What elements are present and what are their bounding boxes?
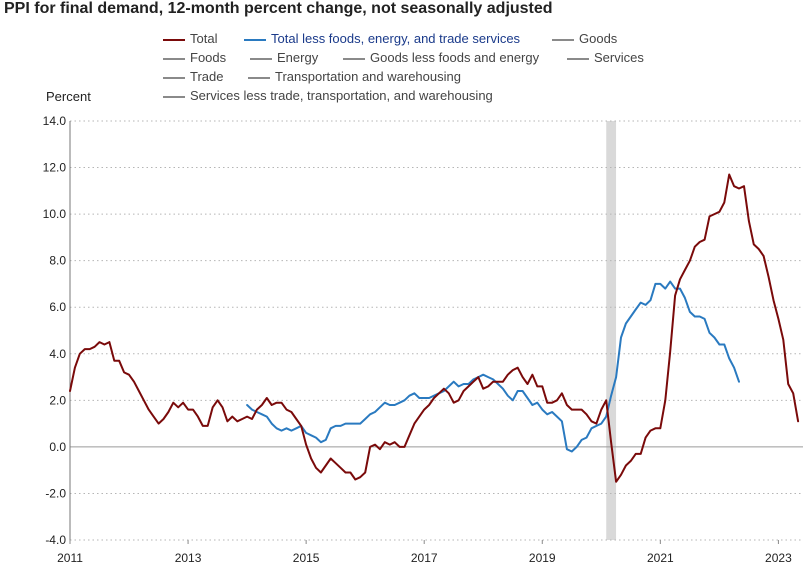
x-tick-label: 2013 (175, 551, 202, 565)
x-tick-label: 2017 (411, 551, 438, 565)
legend-label: Total less foods, energy, and trade serv… (271, 31, 521, 46)
y-tick-label: 6.0 (49, 300, 66, 314)
legend-swatch-core (244, 39, 266, 41)
legend-label: Total (190, 31, 218, 46)
legend-label: Goods (579, 31, 618, 46)
legend-label: Services (594, 50, 644, 65)
legend-swatch-services (567, 58, 589, 60)
y-tick-label: 8.0 (49, 254, 66, 268)
series-line-total-less-foods-energy-and-trade-services (246, 280, 740, 453)
legend-swatch-transportation (248, 77, 270, 79)
legend-label: Foods (190, 50, 227, 65)
y-tick-label: -2.0 (45, 486, 66, 500)
legend: Total Total less foods, energy, and trad… (0, 0, 807, 110)
legend-swatch-goods-less (343, 58, 365, 60)
recession-band (606, 121, 617, 540)
series-line-total (69, 173, 800, 483)
legend-label: Transportation and warehousing (275, 69, 461, 84)
legend-swatch-goods (552, 39, 574, 41)
x-tick-label: 2021 (647, 551, 674, 565)
legend-label: Trade (190, 69, 224, 84)
y-tick-label: 4.0 (49, 347, 66, 361)
x-tick-label: 2023 (765, 551, 792, 565)
y-tick-label: 10.0 (43, 207, 67, 221)
y-tick-label: 14.0 (43, 114, 67, 128)
legend-swatch-energy (250, 58, 272, 60)
y-tick-label: 12.0 (43, 161, 67, 175)
legend-swatch-services-less (163, 96, 185, 98)
legend-label: Energy (277, 50, 319, 65)
y-axis-title: Percent (46, 89, 91, 104)
y-tick-label: 2.0 (49, 393, 66, 407)
legend-swatch-foods (163, 58, 185, 60)
legend-swatch-total (163, 39, 185, 41)
legend-label: Goods less foods and energy (370, 50, 540, 65)
x-tick-label: 2011 (57, 551, 83, 565)
x-tick-label: 2015 (293, 551, 320, 565)
x-tick-label: 2019 (529, 551, 556, 565)
y-tick-label: 0.0 (49, 440, 66, 454)
chart-title: PPI for final demand, 12-month percent c… (4, 0, 553, 17)
legend-label: Services less trade, transportation, and… (190, 88, 493, 103)
legend-swatch-trade (163, 77, 185, 79)
y-tick-label: -4.0 (45, 533, 66, 547)
